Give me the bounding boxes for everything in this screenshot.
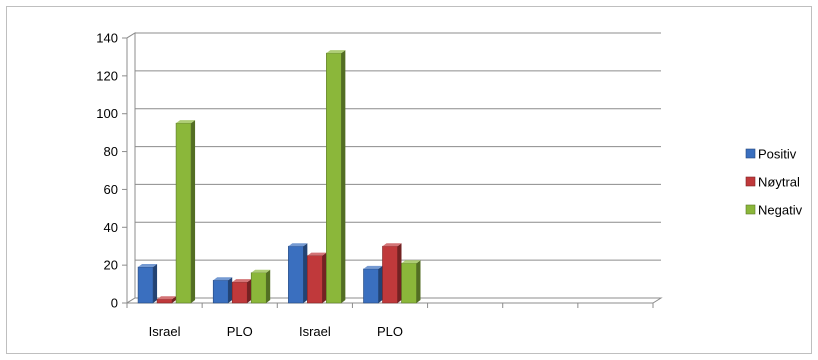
x-category-labels: Israel PLO Israel PLO — [149, 324, 403, 339]
bar-side — [341, 50, 346, 304]
bar-top — [138, 264, 158, 268]
bar-side — [172, 296, 177, 303]
side-wall — [126, 32, 136, 304]
gridline — [126, 108, 661, 115]
bar — [326, 50, 346, 304]
legend-label: Positiv — [758, 147, 797, 162]
bar-top — [382, 243, 402, 247]
bar-side — [191, 120, 196, 303]
bar-front — [175, 122, 192, 304]
legend-swatch — [745, 148, 756, 159]
x-category-label: PLO — [377, 324, 403, 339]
y-tick-label: 20 — [104, 258, 118, 273]
bar-front — [363, 268, 379, 304]
bar — [363, 265, 383, 304]
y-tick-label: 40 — [104, 220, 118, 235]
bar-side — [247, 279, 252, 303]
bar — [231, 279, 252, 304]
bar-top — [232, 279, 252, 283]
gridline — [126, 146, 661, 152]
bar — [382, 243, 402, 304]
bar-side — [397, 243, 402, 303]
legend-swatch — [745, 204, 756, 215]
bar-front — [401, 262, 417, 304]
bar-top — [307, 252, 327, 256]
x-category-label: Israel — [149, 324, 181, 339]
bar — [137, 264, 158, 304]
bar-side — [303, 243, 308, 303]
bar-front — [382, 245, 398, 304]
x-category-label: PLO — [227, 324, 253, 339]
legend-label: Negativ — [758, 203, 803, 218]
bar-front — [212, 279, 229, 304]
bar — [175, 120, 196, 304]
bar-front — [288, 245, 304, 304]
bar — [288, 243, 308, 304]
bar — [401, 260, 421, 304]
bar — [156, 296, 177, 304]
bar — [250, 269, 271, 304]
bar-side — [153, 264, 158, 303]
bar-top — [176, 120, 196, 124]
bar-front — [307, 255, 323, 304]
gridline — [126, 70, 661, 77]
bar-top — [213, 277, 233, 281]
bar — [307, 252, 327, 304]
y-tick-label: 140 — [96, 31, 118, 46]
bar-side — [228, 277, 233, 303]
x-category-label: Israel — [299, 324, 331, 339]
bar-front — [250, 272, 267, 304]
y-tick-label: 60 — [104, 182, 118, 197]
legend-label: Nøytral — [758, 175, 800, 190]
bar-side — [322, 252, 327, 303]
bar-side — [416, 260, 421, 303]
bar — [212, 277, 233, 304]
bars — [137, 50, 421, 304]
y-tick-label: 100 — [96, 106, 118, 121]
bar-top — [363, 265, 383, 269]
gridline — [126, 32, 661, 39]
legend: Positiv Nøytral Negativ — [745, 147, 803, 218]
gridlines — [126, 32, 661, 266]
bar-top — [401, 260, 421, 264]
legend-item: Nøytral — [745, 175, 800, 190]
y-tick-label: 0 — [111, 296, 118, 311]
legend-item: Positiv — [745, 147, 797, 162]
legend-swatch — [745, 176, 756, 187]
bar-side — [266, 269, 271, 303]
y-tick-label: 120 — [96, 68, 118, 83]
gridline — [126, 221, 661, 228]
y-tick-labels: 0 20 40 60 80 100 120 140 — [96, 31, 118, 311]
bar-top — [326, 50, 346, 54]
gridline — [126, 183, 661, 190]
bar-front — [156, 298, 173, 304]
legend-item: Negativ — [745, 203, 803, 218]
bar-front — [137, 266, 154, 304]
bar-top — [157, 296, 177, 300]
y-tick-label: 80 — [104, 144, 118, 159]
bar-front — [231, 281, 248, 304]
bar-side — [378, 265, 383, 303]
bar-front — [326, 52, 342, 304]
bar-top — [251, 269, 271, 273]
bar-top — [288, 243, 308, 247]
